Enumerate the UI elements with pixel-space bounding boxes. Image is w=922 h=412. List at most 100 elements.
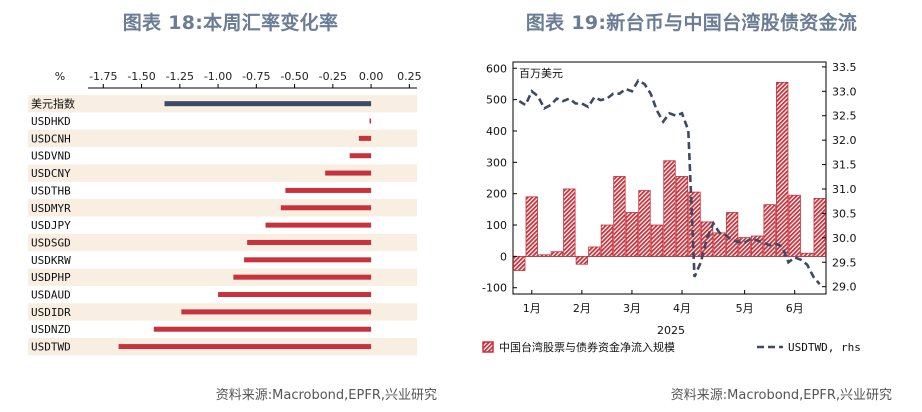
- flow-bar: [700, 221, 714, 257]
- bar-USDTWD: [118, 344, 372, 350]
- y-right-tick-label: 30.0: [832, 232, 857, 245]
- month-label: 2月: [573, 302, 591, 315]
- flow-bar: [513, 255, 526, 271]
- flow-bar: [525, 196, 538, 257]
- y-left-tick-label: 400: [486, 125, 507, 138]
- flow-bar: [675, 176, 689, 257]
- flow-bar: [750, 235, 764, 257]
- x-tick-label: 0.00: [359, 70, 384, 83]
- flow-bar: [538, 254, 551, 257]
- x-tick-label: 0.25: [397, 70, 422, 83]
- category-label: USDTWD: [31, 341, 71, 354]
- bar-USDMYR: [280, 205, 372, 211]
- y-left-tick-label: -100: [482, 282, 507, 295]
- category-label: USDAUD: [31, 289, 71, 302]
- x-tick-label: -0.75: [242, 70, 270, 83]
- flow-bar: [763, 204, 776, 257]
- y-left-tick-label: 600: [486, 62, 507, 75]
- left-chart-title: 图表 18:本周汇率变化率: [122, 12, 339, 34]
- right-source-note: 资料来源:Macrobond,EPFR,兴业研究: [670, 388, 892, 403]
- x-tick-label: -1.50: [127, 70, 155, 83]
- category-label: USDSGD: [31, 236, 71, 249]
- month-label: 4月: [673, 302, 691, 315]
- right-panel: 图表 19:新台币与中国台湾股债资金流 -100 0 100 200 300 400 500…: [461, 0, 922, 412]
- flow-bar: [725, 212, 739, 257]
- category-label: USDMYR: [31, 202, 71, 215]
- flow-bar: [600, 224, 614, 257]
- x-tick-label: -1.00: [204, 70, 232, 83]
- flow-bar: [788, 194, 801, 257]
- bar-USDKRW: [244, 257, 372, 263]
- y-left-tick-label: 100: [486, 219, 507, 232]
- row-band: [28, 164, 417, 182]
- flow-bar: [650, 224, 664, 257]
- flow-bar: [663, 160, 676, 257]
- legend-bar-swatch: [482, 341, 494, 353]
- y-left-tick-label: 500: [486, 94, 507, 107]
- bar-USDIDR: [181, 309, 372, 315]
- x-tick-label: -0.25: [319, 70, 347, 83]
- flow-bar: [625, 212, 639, 257]
- flow-bar: [638, 190, 651, 257]
- flow-bar: [563, 188, 576, 257]
- category-label: USDCNH: [31, 132, 71, 145]
- unit-label: %: [55, 70, 65, 83]
- y-left-tick-label: 300: [486, 156, 507, 169]
- legend-bar-label: 中国台湾股票与债券资金净流入规模: [499, 340, 675, 354]
- x-tick-label: -0.50: [280, 70, 308, 83]
- left-panel: 图表 18:本周汇率变化率 -1.75 -1.50 -1.25 -1.00 -0.75-…: [28, 12, 437, 403]
- bar-USDJPY: [265, 222, 372, 228]
- row-band: [28, 268, 417, 286]
- category-label: USDTHB: [31, 184, 71, 197]
- y-right-tick-label: 31.0: [832, 183, 857, 196]
- category-label: USDNZD: [31, 323, 71, 336]
- row-band: [28, 233, 417, 252]
- category-label: USDVND: [31, 150, 71, 163]
- flow-bar: [738, 237, 751, 257]
- usdtwd-line: [518, 78, 821, 286]
- category-label: USDPHP: [31, 271, 71, 284]
- bar-美元指数: [164, 101, 372, 107]
- category-label: USDHKD: [31, 115, 71, 128]
- month-label: 1月: [523, 302, 541, 315]
- flow-bar: [813, 197, 826, 257]
- y-right-tick-label: 33.5: [832, 61, 857, 74]
- flow-bar: [801, 252, 814, 257]
- bar-USDVND: [349, 153, 372, 159]
- y-right-tick-label: 29.0: [832, 281, 857, 294]
- legend-line-label: USDTWD, rhs: [788, 341, 861, 354]
- category-label: USDKRW: [31, 254, 71, 267]
- plot-frame: [512, 61, 827, 295]
- month-label: 6月: [786, 302, 804, 315]
- category-label: USDCNY: [31, 167, 71, 180]
- y-left-tick-label: 0: [500, 250, 507, 263]
- twd-flow-chart: -100 0 100 200 300 400 500 600 29.0 29.5 30.0 30.5 3…: [482, 61, 861, 354]
- bar-USDPHP: [233, 274, 372, 280]
- bar-USDSGD: [247, 239, 372, 245]
- flow-bar: [588, 246, 601, 257]
- y-right-tick-label: 32.0: [832, 134, 857, 147]
- y-right-tick-label: 33.0: [832, 85, 857, 98]
- bar-USDCNH: [358, 135, 372, 141]
- bar-USDAUD: [218, 292, 372, 298]
- x-tick-label: -1.75: [89, 70, 117, 83]
- unit-label: 百万美元: [519, 67, 563, 80]
- bar-USDNZD: [153, 326, 372, 332]
- flow-bar: [575, 255, 589, 265]
- flow-bar: [613, 176, 626, 257]
- flow-bar: [776, 81, 789, 257]
- right-chart-title: 图表 19:新台币与中国台湾股债资金流: [525, 12, 858, 34]
- category-label: USDJPY: [31, 219, 71, 232]
- y-left-tick-label: 200: [486, 188, 507, 201]
- left-source-note: 资料来源:Macrobond,EPFR,兴业研究: [215, 388, 437, 403]
- flow-bar: [550, 251, 563, 257]
- y-right-tick-label: 29.5: [832, 256, 857, 269]
- fx-change-chart: -1.75 -1.50 -1.25 -1.00 -0.75 -0.50 -0.25 0.00 0…: [28, 70, 422, 356]
- y-right-tick-label: 30.5: [832, 207, 857, 220]
- month-label: 3月: [623, 302, 641, 315]
- row-band: [28, 199, 417, 217]
- y-right-tick-label: 31.5: [832, 159, 857, 172]
- bar-USDTHB: [285, 187, 372, 193]
- x-tick-label: -1.25: [166, 70, 194, 83]
- bar-USDHKD: [369, 118, 372, 124]
